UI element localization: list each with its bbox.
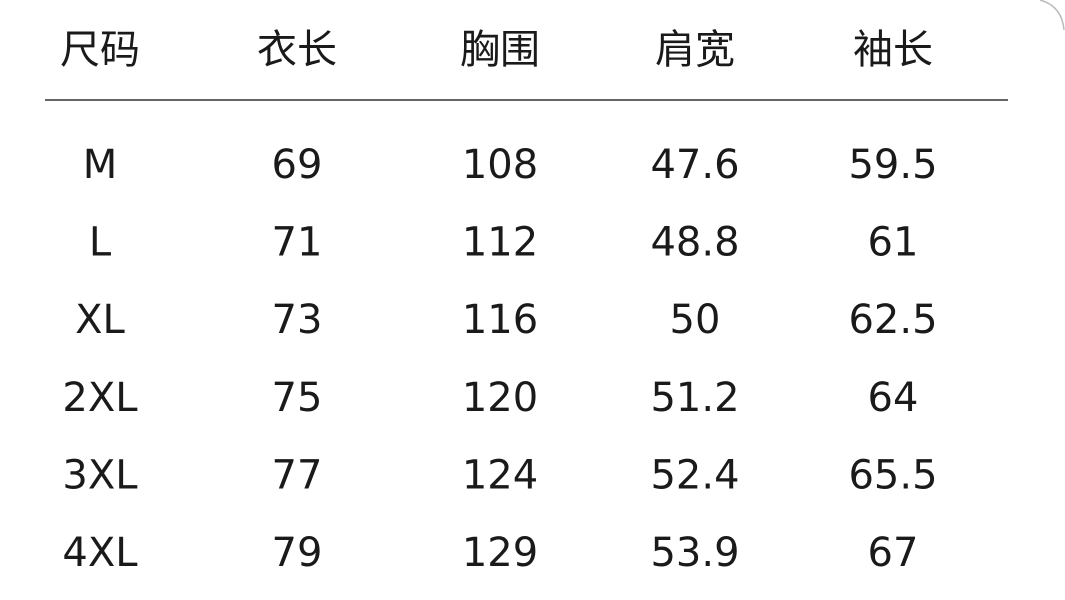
table-cell: M — [83, 142, 118, 188]
table-cell: L — [89, 220, 112, 266]
header-cell: 胸围 — [460, 27, 540, 73]
table-cell: 4XL — [62, 530, 138, 576]
header-cell: 袖长 — [853, 27, 933, 73]
table-cell: 77 — [272, 452, 323, 498]
table-cell: 51.2 — [650, 375, 739, 421]
header-cell: 尺码 — [60, 27, 140, 73]
table-cell: 53.9 — [650, 530, 739, 576]
table-cell: 3XL — [62, 452, 138, 498]
table-cell: 120 — [462, 375, 538, 421]
table-cell: 67 — [868, 530, 919, 576]
table-cell: 61 — [868, 220, 919, 266]
header-cell: 衣长 — [257, 27, 337, 73]
table-cell: 108 — [462, 142, 538, 188]
header-cell: 肩宽 — [655, 27, 735, 73]
table-cell: 52.4 — [650, 452, 739, 498]
table-cell: 73 — [272, 297, 323, 343]
table-cell: 48.8 — [650, 220, 739, 266]
table-cell: 79 — [272, 530, 323, 576]
table-cell: 69 — [272, 142, 323, 188]
table-cell: 129 — [462, 530, 538, 576]
table-cell: 75 — [272, 375, 323, 421]
table-cell: 64 — [868, 375, 919, 421]
table-cell: 112 — [462, 220, 538, 266]
table-cell: 62.5 — [848, 297, 937, 343]
table-cell: 65.5 — [848, 452, 937, 498]
table-cell: 50 — [670, 297, 721, 343]
table-cell: 71 — [272, 220, 323, 266]
table-cell: 59.5 — [848, 142, 937, 188]
table-cell: 124 — [462, 452, 538, 498]
table-cell: 2XL — [62, 375, 138, 421]
corner-edge — [1039, 0, 1065, 31]
table-cell: XL — [75, 297, 125, 343]
table-cell: 116 — [462, 297, 538, 343]
table-cell: 47.6 — [650, 142, 739, 188]
